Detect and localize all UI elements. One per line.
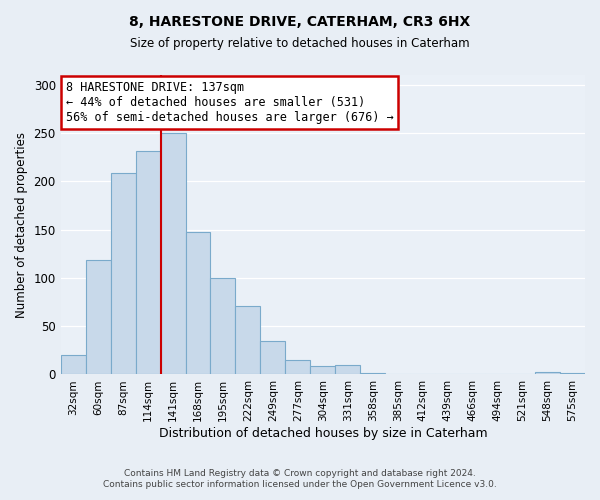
Bar [235,306,260,374]
Bar [335,365,360,374]
Text: 8, HARESTONE DRIVE, CATERHAM, CR3 6HX: 8, HARESTONE DRIVE, CATERHAM, CR3 6HX [130,15,470,29]
Bar [211,278,235,374]
Bar [136,152,161,374]
Bar [360,372,385,374]
X-axis label: Distribution of detached houses by size in Caterham: Distribution of detached houses by size … [158,427,487,440]
Text: Contains HM Land Registry data © Crown copyright and database right 2024.: Contains HM Land Registry data © Crown c… [124,468,476,477]
Text: Size of property relative to detached houses in Caterham: Size of property relative to detached ho… [130,38,470,51]
Bar [260,340,286,374]
Bar [185,232,211,374]
Bar [110,172,136,374]
Bar [310,366,335,374]
Bar [535,372,560,374]
Bar [286,360,310,374]
Bar [61,355,86,374]
Text: Contains public sector information licensed under the Open Government Licence v3: Contains public sector information licen… [103,480,497,489]
Bar [161,133,185,374]
Bar [86,260,110,374]
Text: 8 HARESTONE DRIVE: 137sqm
← 44% of detached houses are smaller (531)
56% of semi: 8 HARESTONE DRIVE: 137sqm ← 44% of detac… [66,81,394,124]
Y-axis label: Number of detached properties: Number of detached properties [15,132,28,318]
